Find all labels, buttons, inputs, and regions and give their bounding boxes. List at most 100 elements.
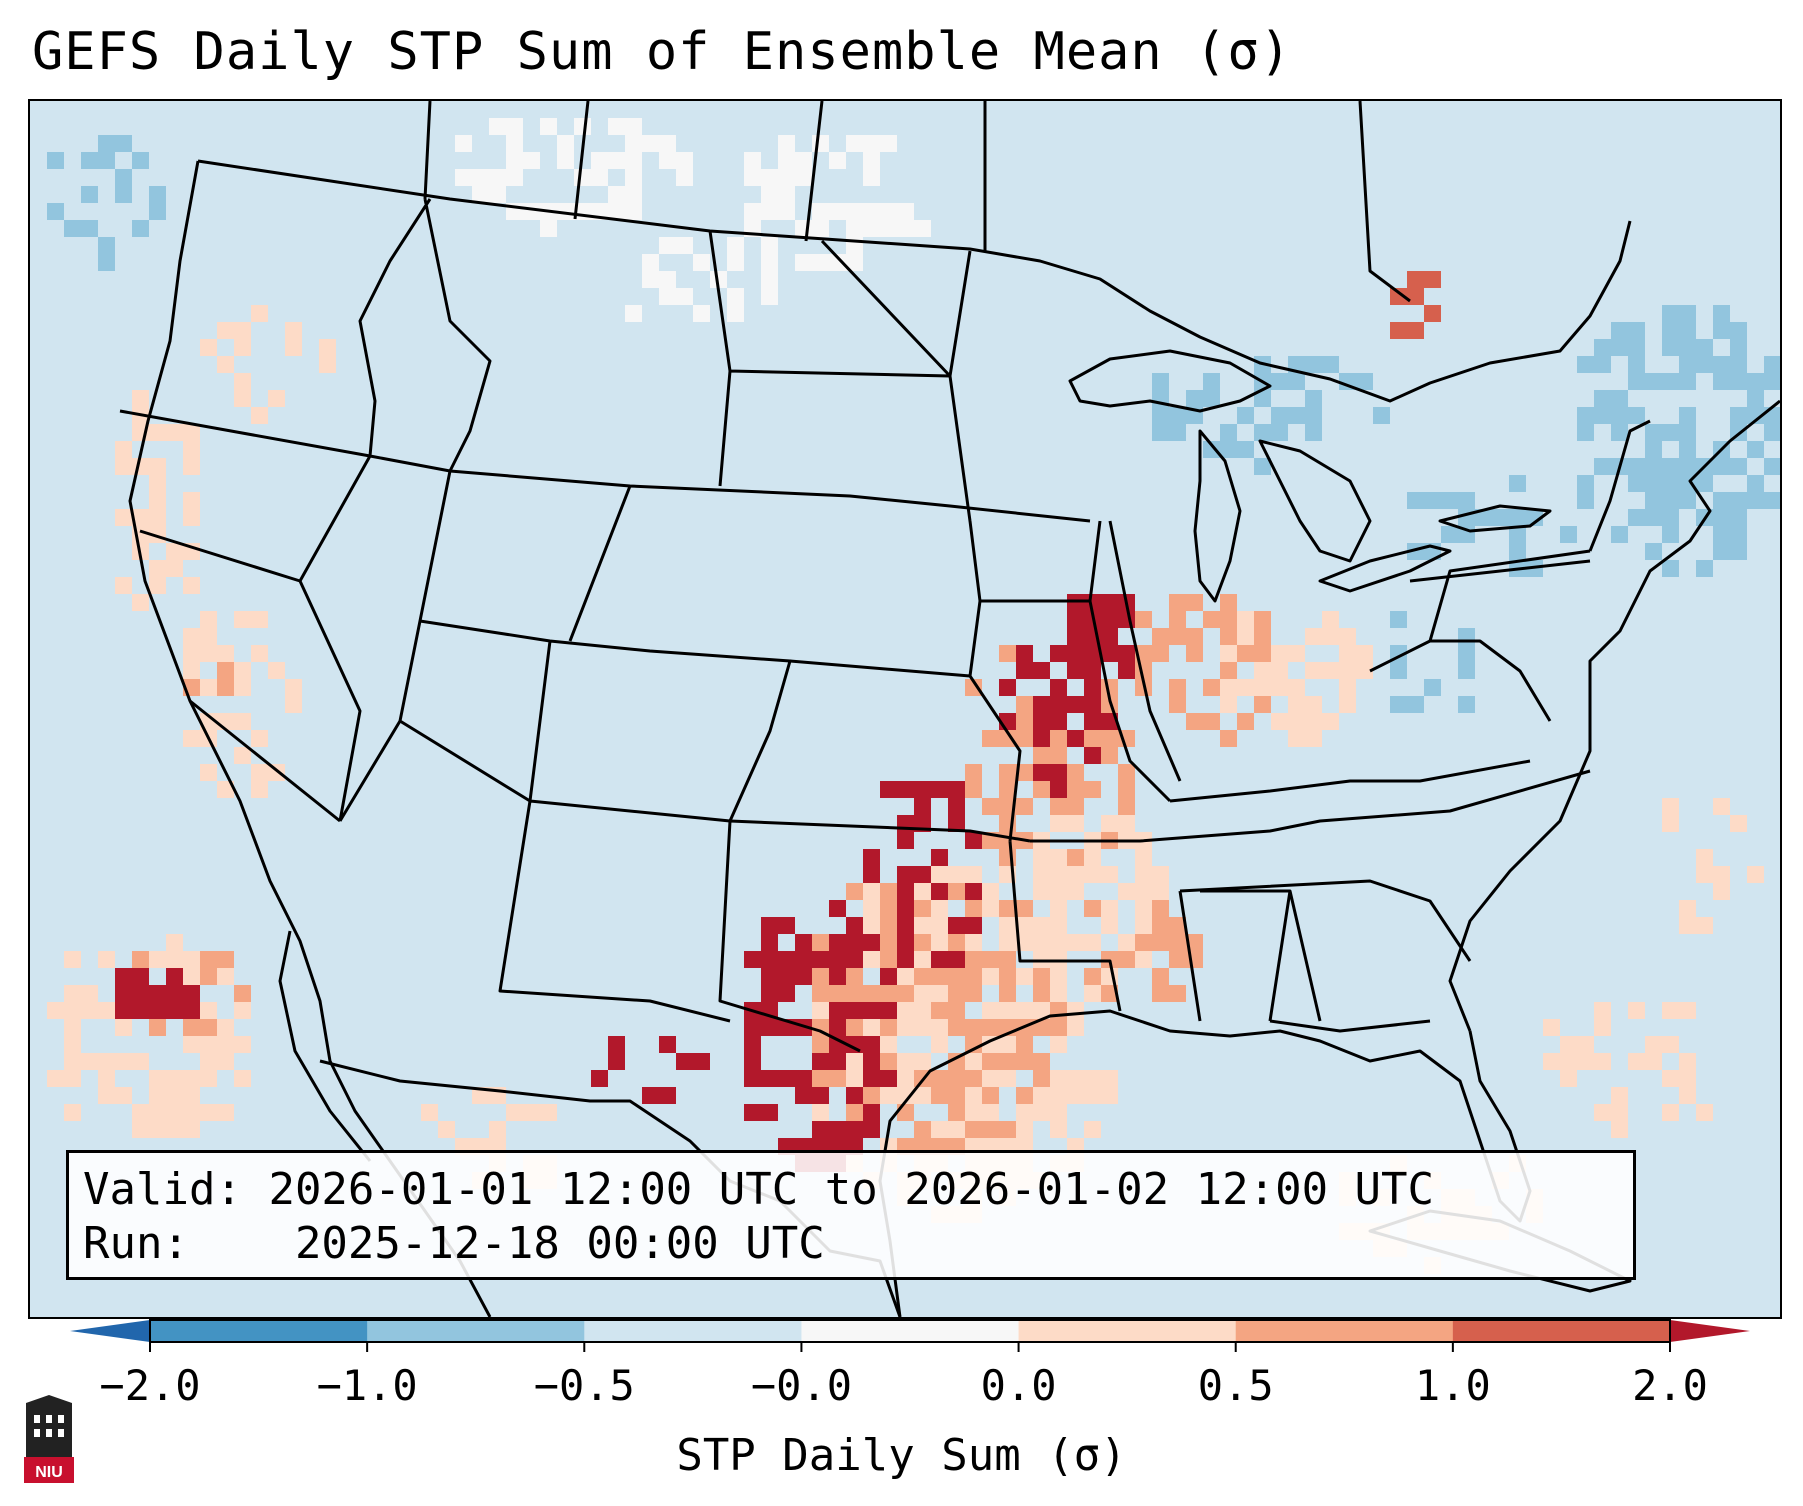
anomaly-cell [999,1070,1016,1087]
anomaly-cell [183,458,200,475]
anomaly-cell [81,220,98,237]
anomaly-cell [166,424,183,441]
anomaly-cell [761,203,778,220]
anomaly-cell [880,1019,897,1036]
anomaly-cell [727,288,744,305]
anomaly-cell [897,1070,914,1087]
anomaly-cell [1288,645,1305,662]
anomaly-cell [1475,509,1492,526]
anomaly-cell [489,118,506,135]
anomaly-cell [1594,458,1611,475]
anomaly-cell [965,764,982,781]
anomaly-cell [1050,1087,1067,1104]
anomaly-cell [846,1019,863,1036]
anomaly-cell [846,968,863,985]
anomaly-cell [1696,866,1713,883]
anomaly-cell [1730,526,1747,543]
anomaly-cell [999,849,1016,866]
anomaly-cell [183,1121,200,1138]
anomaly-cell [965,866,982,883]
anomaly-cell [1424,679,1441,696]
anomaly-cell [897,951,914,968]
anomaly-cell [761,968,778,985]
anomaly-cell [897,934,914,951]
anomaly-cell [846,135,863,152]
anomaly-cell [268,662,285,679]
anomaly-cell [795,254,812,271]
anomaly-cell [1118,662,1135,679]
anomaly-cell [183,645,200,662]
anomaly-cell [829,934,846,951]
anomaly-cell [727,305,744,322]
valid-label: Valid: [83,1164,242,1215]
anomaly-cell [1662,373,1679,390]
anomaly-cell [1220,611,1237,628]
anomaly-cell [1662,526,1679,543]
anomaly-cell [1050,968,1067,985]
anomaly-cell [183,951,200,968]
anomaly-cell [744,203,761,220]
run-label: Run: [83,1218,189,1269]
colorbar-bin [150,1320,368,1342]
anomaly-cell [829,1053,846,1070]
anomaly-cell [1747,373,1764,390]
anomaly-cells [47,118,1780,1274]
anomaly-cell [1662,815,1679,832]
baja-coast [278,930,372,1162]
anomaly-cell [1220,645,1237,662]
anomaly-cell [914,798,931,815]
anomaly-cell [1118,883,1135,900]
anomaly-cell [1033,968,1050,985]
anomaly-cell [1679,900,1696,917]
anomaly-cell [863,934,880,951]
anomaly-cell [200,951,217,968]
anomaly-cell [1101,815,1118,832]
map-canvas [30,101,1780,1317]
anomaly-cell [217,356,234,373]
anomaly-cell [234,322,251,339]
anomaly-cell [115,1053,132,1070]
anomaly-cell [880,220,897,237]
anomaly-cell [506,169,523,186]
anomaly-cell [1033,917,1050,934]
anomaly-cell [1730,322,1747,339]
anomaly-cell [183,441,200,458]
anomaly-cell [676,237,693,254]
anomaly-cell [1033,1002,1050,1019]
valid-run-info-box: Valid: 2026-01-01 12:00 UTC to 2026-01-0… [66,1150,1636,1280]
anomaly-cell [1033,1070,1050,1087]
anomaly-cell [1322,611,1339,628]
anomaly-cell [880,951,897,968]
anomaly-cell [132,1121,149,1138]
anomaly-cell [251,781,268,798]
anomaly-cell [914,1121,931,1138]
anomaly-cell [931,1087,948,1104]
anomaly-cell [98,152,115,169]
anomaly-cell [880,1053,897,1070]
anomaly-cell [1645,441,1662,458]
anomaly-cell [200,628,217,645]
anomaly-cell [1679,407,1696,424]
anomaly-cell [115,186,132,203]
anomaly-cell [1067,798,1084,815]
anomaly-cell [1067,866,1084,883]
anomaly-cell [1662,305,1679,322]
anomaly-cell [285,322,302,339]
anomaly-cell [1084,985,1101,1002]
anomaly-cell [1305,662,1322,679]
us-canada-border [197,159,1632,403]
anomaly-cell [897,1087,914,1104]
anomaly-cell [1050,730,1067,747]
anomaly-cell [421,1104,438,1121]
anomaly-cell [115,509,132,526]
anomaly-cell [1016,1087,1033,1104]
anomaly-cell [1101,747,1118,764]
anomaly-cell [659,135,676,152]
anomaly-cell [1611,339,1628,356]
anomaly-cell [948,1070,965,1087]
anomaly-cell [506,118,523,135]
anomaly-cell [1016,1036,1033,1053]
anomaly-cell [115,458,132,475]
anomaly-cell [1033,1087,1050,1104]
anomaly-cell [897,917,914,934]
